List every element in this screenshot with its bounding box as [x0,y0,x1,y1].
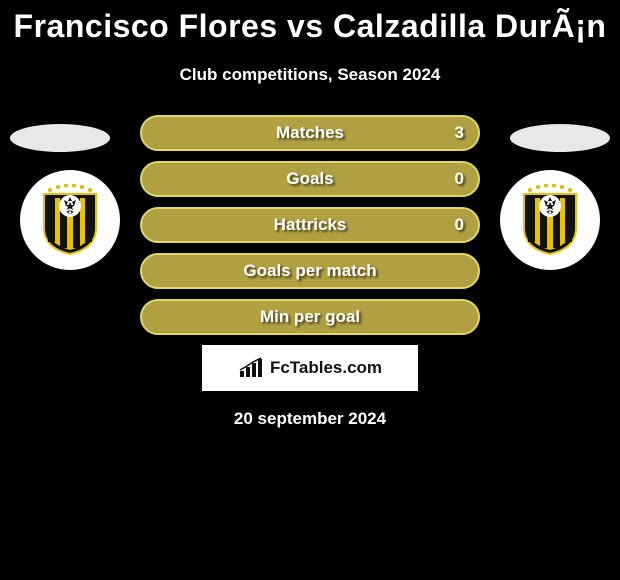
date-text: 20 september 2024 [0,409,620,429]
bar-chart-icon [238,357,266,379]
stat-label: Goals [142,169,478,189]
fctables-badge[interactable]: FcTables.com [202,345,418,391]
stats-rows: Matches 3 Goals 0 Hattricks 0 Goals per … [0,115,620,335]
page-title: Francisco Flores vs Calzadilla DurÃ¡n [0,8,620,45]
stat-row: Min per goal [140,299,480,335]
stat-row: Goals per match [140,253,480,289]
stat-right-value: 0 [455,215,464,235]
stat-label: Matches [142,123,478,143]
stat-row: Hattricks 0 [140,207,480,243]
stat-label: Goals per match [142,261,478,281]
stat-right-value: 3 [455,123,464,143]
comparison-card: Francisco Flores vs Calzadilla DurÃ¡n Cl… [0,0,620,429]
stat-row: Matches 3 [140,115,480,151]
subtitle: Club competitions, Season 2024 [0,65,620,85]
stat-right-value: 0 [455,169,464,189]
stat-label: Min per goal [142,307,478,327]
fctables-text: FcTables.com [270,358,382,378]
stat-row: Goals 0 [140,161,480,197]
stat-label: Hattricks [142,215,478,235]
